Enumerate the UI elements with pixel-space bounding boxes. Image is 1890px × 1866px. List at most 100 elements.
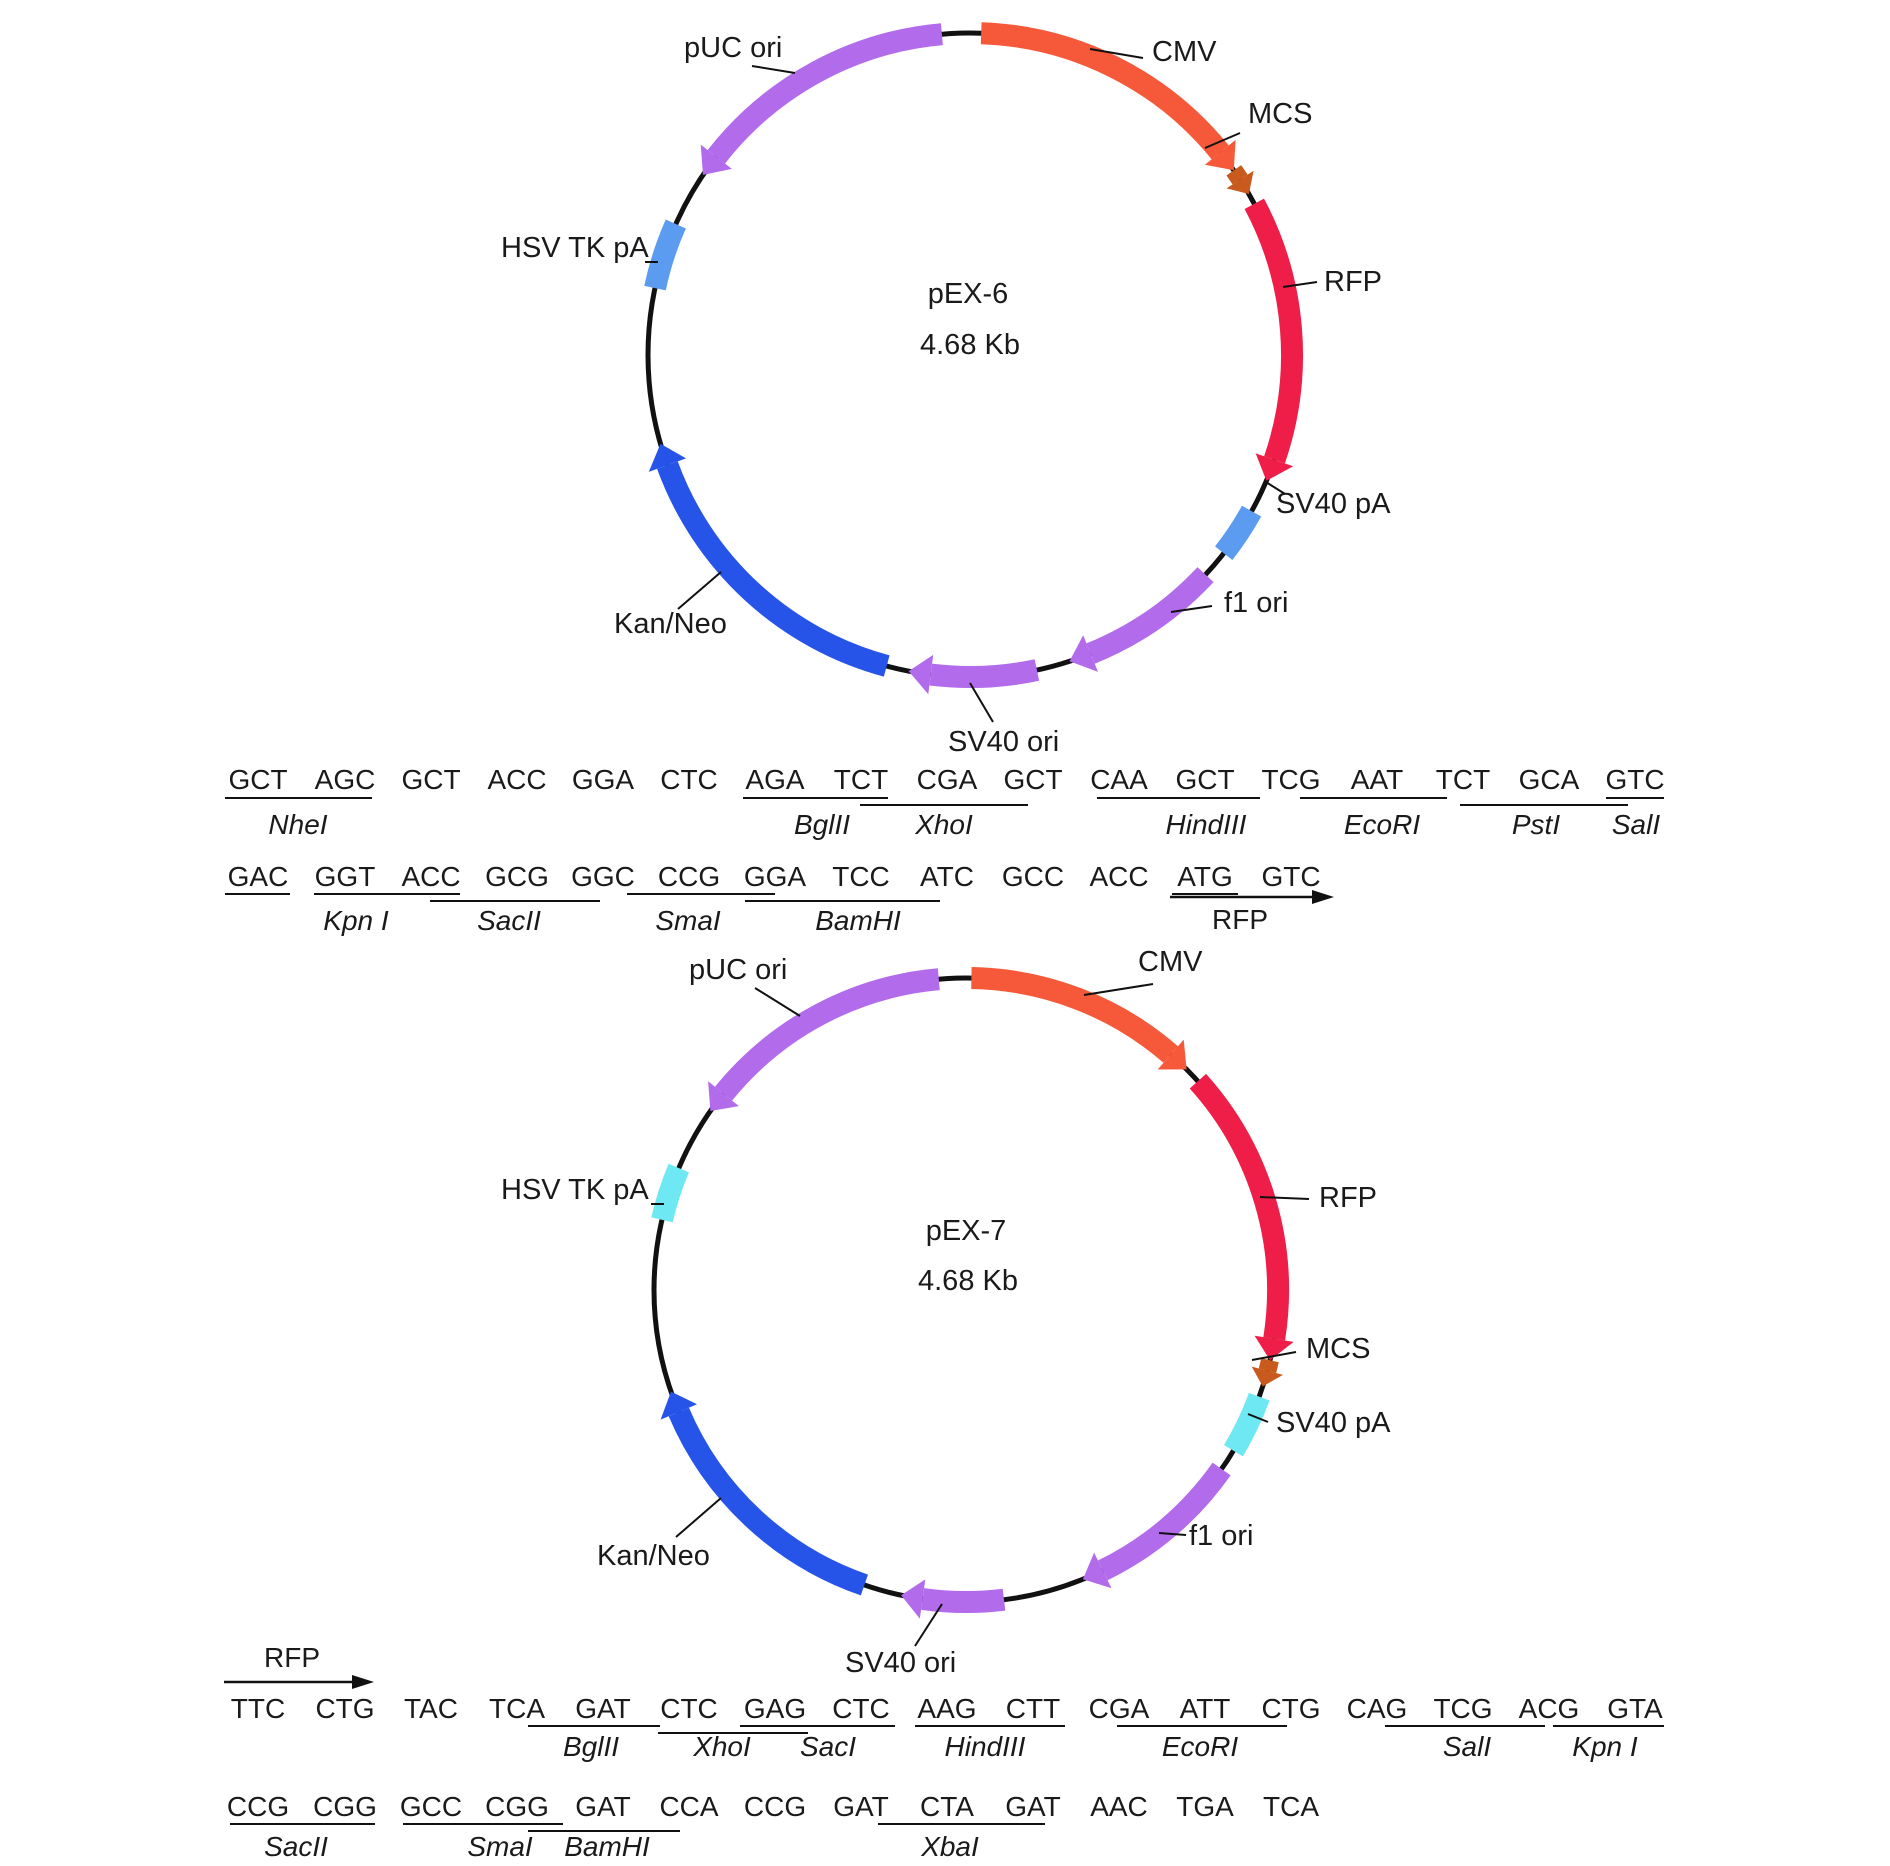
feature-label-kanneo: Kan/Neo <box>597 1540 710 1572</box>
rfp-arrow-head <box>352 1675 374 1689</box>
restriction-site-label: BamHI <box>815 905 901 936</box>
feature-label-sv40ori: SV40 ori <box>845 1647 956 1679</box>
feature-arc-cmv <box>971 967 1187 1070</box>
feature-label-rfp: RFP <box>1319 1182 1377 1214</box>
feature-arc-puc <box>700 23 943 175</box>
codon: GTC <box>1605 764 1664 795</box>
plasmid-size: 4.68 Kb <box>918 1265 1018 1297</box>
site-underlines <box>225 893 1238 902</box>
codon: AGC <box>315 764 376 795</box>
feature-arc-hsv <box>644 219 686 291</box>
rfp-arrow-head <box>1312 890 1334 904</box>
leader-lines <box>651 983 1310 1647</box>
feature-arc-f1 <box>1069 567 1214 672</box>
site-underlines <box>230 1823 1045 1832</box>
codon: GAC <box>228 861 289 892</box>
feature-label-f1ori: f1 ori <box>1189 1520 1253 1552</box>
codon: CTC <box>660 1693 718 1724</box>
leader-lines <box>645 48 1318 723</box>
site-underlines <box>225 797 1664 806</box>
codon: ACG <box>1519 1693 1580 1724</box>
restriction-site-label: SalI <box>1612 809 1660 840</box>
feature-arc-kan <box>660 1391 868 1596</box>
restriction-site-label: PstI <box>1512 809 1560 840</box>
feature-arc-cmv <box>980 22 1236 171</box>
codon: TCG <box>1433 1693 1492 1724</box>
feature-arc-mcs <box>1226 165 1254 194</box>
codon: AAG <box>917 1693 976 1724</box>
feature-arc-sv40pa <box>1223 1392 1270 1457</box>
restriction-site-label: SmaI <box>467 1831 533 1861</box>
restriction-site-label: EcoRI <box>1344 809 1420 840</box>
codon: ACC <box>1089 861 1148 892</box>
feature-label-kanneo: Kan/Neo <box>614 608 727 640</box>
codon: TCA <box>489 1693 545 1724</box>
codon: CTC <box>660 764 718 795</box>
sequence-pex7: RFP TTC CTG TAC TCA GAT CTC GAG CTC AAG CTT CGA ATT… <box>224 1642 1664 1862</box>
rfp-arrow-label: RFP <box>264 1642 320 1673</box>
site-underlines <box>528 1725 1664 1734</box>
feature-arc-kan <box>648 443 890 677</box>
codon: GGA <box>572 764 635 795</box>
restriction-site-label: Kpn I <box>323 905 389 936</box>
codon: GAT <box>575 1693 630 1724</box>
restriction-site-label: BamHI <box>564 1831 650 1861</box>
feature-label-pucori: pUC ori <box>689 954 787 986</box>
site-labels: BglII XhoI SacI HindIII EcoRI SalI Kpn I <box>563 1731 1638 1762</box>
codon: CAG <box>1347 1693 1408 1724</box>
codon: TCC <box>832 861 890 892</box>
feature-arc-f1 <box>1082 1462 1231 1589</box>
codon: ATC <box>920 861 974 892</box>
restriction-site-label: XbaI <box>920 1831 979 1861</box>
codon: CGG <box>485 1791 549 1822</box>
codon: CTG <box>315 1693 374 1724</box>
codon: GAT <box>1005 1791 1060 1822</box>
codon: GGA <box>744 861 807 892</box>
feature-arc-mcs <box>1251 1358 1283 1387</box>
codon: GAT <box>575 1791 630 1822</box>
codon: ATG <box>1177 861 1232 892</box>
codon: GCT <box>228 764 287 795</box>
feature-label-hsvtkpa: HSV TK pA <box>501 1174 649 1206</box>
restriction-site-label: Kpn I <box>1572 1731 1638 1762</box>
feature-label-cmv: CMV <box>1152 36 1217 68</box>
codon: TCT <box>1436 764 1490 795</box>
codon: TTC <box>231 1693 285 1724</box>
restriction-site-label: SacII <box>477 905 541 936</box>
codon: ATT <box>1180 1693 1231 1724</box>
codon: GCT <box>401 764 460 795</box>
codon: GCC <box>1002 861 1064 892</box>
codon: GGC <box>571 861 635 892</box>
site-labels: NheI BglII XhoI HindIII EcoRI PstI SalI <box>268 809 1660 840</box>
codon: CCG <box>658 861 720 892</box>
site-labels: SacII SmaI BamHI XbaI <box>264 1831 979 1862</box>
codon: CTT <box>1006 1693 1060 1724</box>
restriction-site-label: SalI <box>1443 1731 1491 1762</box>
feature-label-sv40ori: SV40 ori <box>948 726 1059 758</box>
codon: CCA <box>659 1791 718 1822</box>
codon: CGG <box>313 1791 377 1822</box>
restriction-site-label: SmaI <box>655 905 721 936</box>
rfp-arrow-label: RFP <box>1212 904 1268 935</box>
codon: CCG <box>227 1791 289 1822</box>
site-labels: Kpn I SacII SmaI BamHI <box>323 905 901 936</box>
feature-label-pucori: pUC ori <box>684 32 782 64</box>
codon: AGA <box>745 764 804 795</box>
codon-row: CCG CGG GCC CGG GAT CCA CCG GAT CTA GAT AAC TGA TCA <box>227 1791 1319 1822</box>
codon: GAG <box>744 1693 806 1724</box>
codon: GTA <box>1607 1693 1663 1724</box>
codon: CAA <box>1090 764 1148 795</box>
feature-label-cmv: CMV <box>1138 946 1203 978</box>
codon: GCC <box>400 1791 462 1822</box>
feature-arc-hsv <box>651 1163 689 1223</box>
codon: CGA <box>1089 1693 1150 1724</box>
codon-row: TTC CTG TAC TCA GAT CTC GAG CTC AAG CTT CGA ATT CTG C… <box>231 1693 1663 1724</box>
codon: TGA <box>1176 1791 1234 1822</box>
feature-label-rfp: RFP <box>1324 266 1382 298</box>
restriction-site-label: SacI <box>800 1731 856 1762</box>
feature-label-sv40pa: SV40 pA <box>1276 1407 1391 1439</box>
codon: GGT <box>315 861 376 892</box>
feature-arc-rfp <box>1244 198 1303 481</box>
